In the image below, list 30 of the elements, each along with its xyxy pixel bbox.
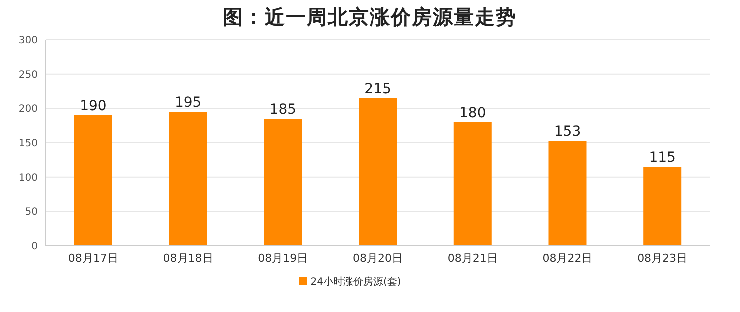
data-label: 190	[80, 98, 107, 115]
y-tick-label: 300	[18, 36, 38, 47]
y-tick-label: 200	[18, 104, 38, 116]
bar	[359, 98, 398, 246]
bar	[264, 118, 302, 246]
x-tick-label: 08月20日	[353, 252, 403, 265]
data-label: 115	[649, 150, 676, 166]
data-label: 153	[554, 124, 582, 140]
bar	[548, 140, 587, 246]
data-label: 195	[174, 95, 202, 112]
y-tick-label: 0	[32, 242, 38, 253]
bar	[454, 122, 492, 246]
bar	[169, 112, 208, 246]
x-tick-label: 08月17日	[68, 252, 118, 265]
bar	[644, 167, 682, 246]
x-tick-label: 08月23日	[638, 252, 688, 265]
data-label: 185	[270, 102, 297, 118]
chart-title: 图：近一周北京涨价房源量走势	[222, 4, 518, 30]
y-tick-label: 100	[18, 172, 38, 184]
y-tick-label: 50	[25, 207, 38, 218]
legend-label: 24小时涨价房源(套)	[310, 277, 402, 288]
x-tick-label: 08月18日	[163, 252, 214, 265]
x-tick-label: 08月21日	[448, 252, 498, 265]
y-tick-label: 150	[18, 138, 38, 150]
bar	[74, 116, 112, 246]
data-label: 215	[364, 81, 392, 98]
y-tick-label: 250	[18, 70, 38, 81]
x-tick-label: 08月22日	[542, 252, 593, 265]
x-tick-label: 08月19日	[258, 252, 308, 265]
data-label: 180	[460, 105, 486, 122]
